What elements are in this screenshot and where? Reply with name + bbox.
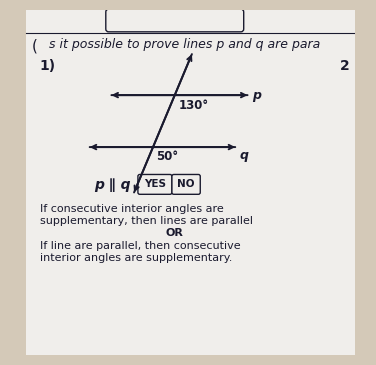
Text: p ∥ q: p ∥ q (94, 178, 131, 192)
Text: interior angles are supplementary.: interior angles are supplementary. (40, 253, 232, 263)
Text: 1): 1) (40, 59, 56, 73)
Text: OR: OR (166, 228, 184, 238)
FancyBboxPatch shape (106, 9, 244, 32)
Text: q: q (240, 149, 249, 162)
FancyBboxPatch shape (26, 10, 355, 355)
Text: 50°: 50° (156, 150, 178, 163)
Text: p: p (252, 89, 261, 103)
Text: (: ( (32, 38, 38, 53)
FancyBboxPatch shape (138, 174, 172, 194)
FancyBboxPatch shape (172, 174, 200, 194)
Text: YES: YES (144, 179, 166, 189)
Text: NO: NO (177, 179, 195, 189)
Text: If consecutive interior angles are: If consecutive interior angles are (40, 204, 223, 214)
Text: supplementary, then lines are parallel: supplementary, then lines are parallel (40, 216, 253, 226)
Text: s it possible to prove lines p and q are para: s it possible to prove lines p and q are… (49, 38, 320, 51)
Text: 2: 2 (340, 59, 350, 73)
Text: If line are parallel, then consecutive: If line are parallel, then consecutive (40, 241, 240, 251)
Text: 130°: 130° (179, 99, 209, 112)
